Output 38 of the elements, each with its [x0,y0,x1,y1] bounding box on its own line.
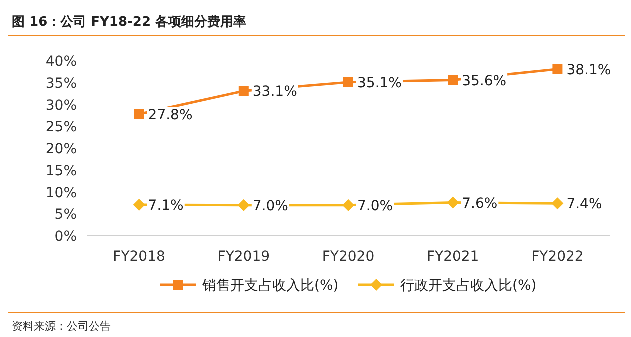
point [238,86,249,96]
data-label: 35.6% [462,73,507,90]
y-tick-label: 5% [54,207,77,224]
chart-title: 图 16：公司 FY18-22 各项细分费用率 [12,14,247,30]
y-tick-label: 20% [46,142,77,158]
point [342,199,354,212]
data-label: 7.4% [566,196,602,213]
point [344,77,354,88]
point [552,198,564,210]
legend-label: 销售开支占收入比(%) [202,278,339,294]
x-tick-label: FY2022 [532,249,584,265]
y-tick-label: 25% [46,120,77,136]
point [448,75,458,86]
y-tick-label: 10% [46,185,77,202]
x-tick-label: FY2019 [218,249,270,265]
point [238,199,250,212]
data-label: 35.1% [358,75,402,92]
text: 资料来源：公司公告 [12,320,111,333]
x-tick-label: FY2020 [322,249,375,265]
y-tick-label: 15% [46,163,77,180]
x-tick-label: FY2021 [426,249,480,265]
point [134,109,144,120]
data-label: 27.8% [148,107,193,124]
legend-label: 行政开支占收入比(%) [400,278,537,294]
point [447,196,460,209]
x-tick-label: FY2018 [113,249,166,265]
y-tick-label: 40% [46,54,77,70]
data-label: 7.0% [252,198,288,214]
point [133,198,146,211]
y-tick-label: 0% [54,229,77,245]
y-tick-label: 30% [46,98,77,114]
data-label: 33.1% [252,84,298,100]
point [552,64,563,74]
data-label: 7.0% [358,198,394,214]
data-label: 7.6% [462,196,498,212]
data-label: 7.1% [148,198,184,214]
y-tick-label: 35% [46,76,77,92]
data-label: 38.1% [566,62,612,78]
